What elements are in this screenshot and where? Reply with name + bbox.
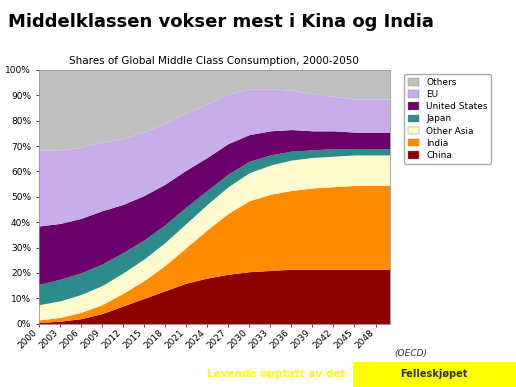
Text: Felleskjøpet: Felleskjøpet [400,370,467,379]
Text: Levende opptatt av det: Levende opptatt av det [207,370,346,379]
Text: Middelklassen vokser mest i Kina og India: Middelklassen vokser mest i Kina og Indi… [8,13,433,31]
Legend: Others, EU, United States, Japan, Other Asia, India, China: Others, EU, United States, Japan, Other … [405,74,491,164]
Bar [353,362,516,387]
Text: (OECD): (OECD) [395,349,428,358]
